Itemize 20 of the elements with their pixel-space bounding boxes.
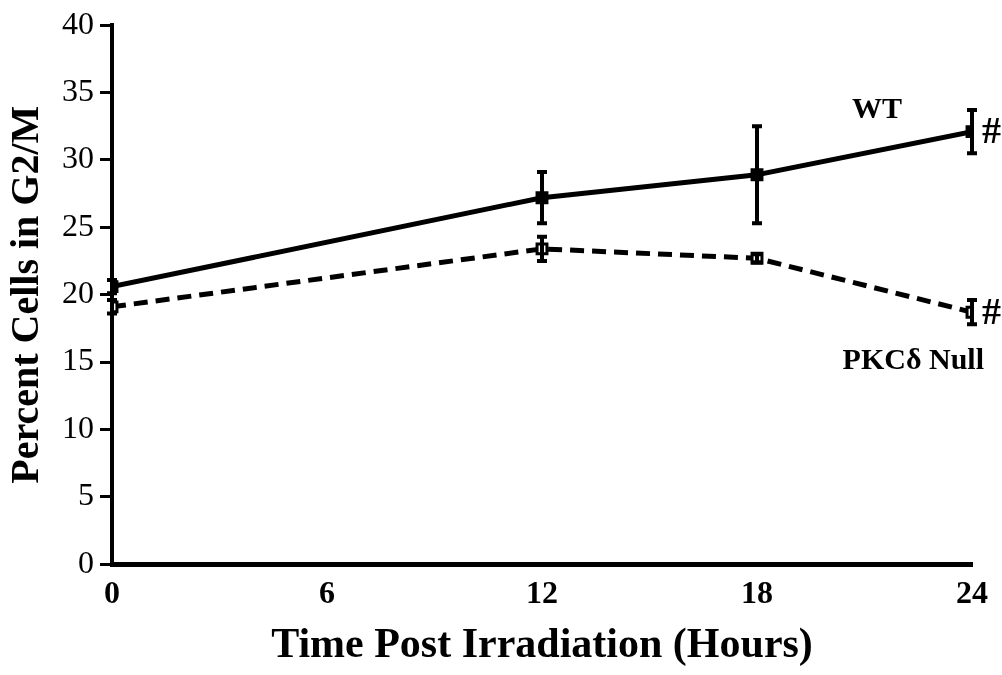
y-tick-label: 35 — [62, 71, 94, 108]
y-tick-label: 5 — [78, 476, 94, 513]
y-tick-label: 20 — [62, 274, 94, 311]
y-tick-label: 25 — [62, 206, 94, 243]
series-label: WT — [851, 91, 902, 125]
y-tick-label: 10 — [62, 408, 94, 445]
y-tick-label: 30 — [62, 139, 94, 176]
y-tick-label: 0 — [78, 543, 94, 580]
x-tick-label: 24 — [956, 573, 988, 610]
y-tick-label: 15 — [62, 341, 94, 378]
x-axis-title: Time Post Irradiation (Hours) — [271, 619, 813, 667]
annotation: # — [982, 290, 1001, 333]
x-tick-label: 6 — [319, 573, 335, 610]
x-tick-label: 12 — [526, 573, 558, 610]
x-tick-label: 0 — [104, 573, 120, 610]
y-axis-title: Percent Cells in G2/M — [2, 105, 48, 484]
annotation: # — [982, 109, 1001, 152]
series-label: PKCδ Null — [842, 341, 984, 375]
y-tick-label: 40 — [62, 4, 94, 41]
x-tick-label: 18 — [741, 573, 773, 610]
